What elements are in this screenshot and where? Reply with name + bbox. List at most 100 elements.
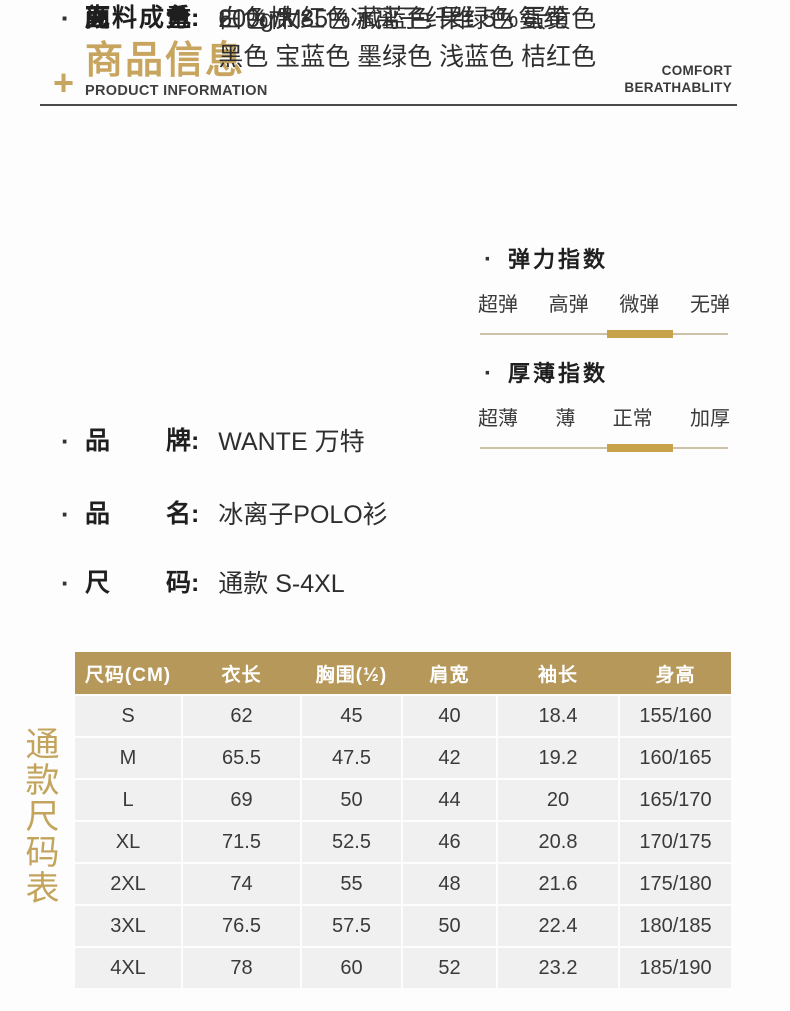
column-header: 胸围(½) bbox=[315, 664, 388, 686]
thickness-index-block: · 厚薄指数 超薄 薄 正常 加厚 bbox=[478, 360, 730, 452]
attribute-value: WANTE 万特 bbox=[218, 428, 365, 456]
size-table-body: S 62 45 40 18.4 155/160 M 65.5 47.5 42 1… bbox=[75, 696, 731, 988]
table-cell: 20.8 bbox=[498, 822, 618, 862]
header-tagline: COMFORT BERATHABLITY bbox=[624, 62, 732, 96]
attribute-row-colors: · 颜色: 白色 大红色 藏蓝色 果绿色 蛋黄色 黑色 宝蓝色 墨绿色 浅蓝色 桔… bbox=[61, 0, 597, 76]
table-cell: 50 bbox=[302, 780, 401, 820]
attribute-colon: : bbox=[191, 4, 200, 32]
attribute-value-line2: 黑色 宝蓝色 墨绿色 浅蓝色 桔红色 bbox=[218, 43, 597, 71]
thickness-option: 加厚 bbox=[689, 408, 730, 430]
elasticity-index-block: · 弹力指数 超弹 高弹 微弹 无弹 bbox=[478, 246, 730, 338]
table-cell: 23.2 bbox=[498, 948, 618, 988]
table-cell: 48 bbox=[403, 864, 496, 904]
table-cell: 46 bbox=[403, 822, 496, 862]
elasticity-option: 超弹 bbox=[478, 294, 518, 316]
attribute-value: 60%棉 35%冰离子纤维 5%氨纶 bbox=[218, 5, 569, 33]
table-cell: 40 bbox=[403, 696, 496, 736]
attribute-label: 面料成分 bbox=[85, 4, 191, 32]
table-cell: 19.2 bbox=[498, 738, 618, 778]
table-cell: 165/170 bbox=[620, 780, 731, 820]
column-header: 肩宽 bbox=[429, 664, 470, 686]
thickness-option: 薄 bbox=[555, 408, 576, 430]
elasticity-option: 无弹 bbox=[689, 294, 730, 316]
attribute-value: 200g/M² bbox=[218, 5, 310, 33]
table-cell: 4XL bbox=[75, 948, 181, 988]
bullet-icon: · bbox=[484, 246, 492, 273]
table-cell: 76.5 bbox=[183, 906, 300, 946]
table-cell: L bbox=[75, 780, 181, 820]
table-cell: 175/180 bbox=[620, 864, 731, 904]
table-cell: 170/175 bbox=[620, 822, 731, 862]
bullet-icon: · bbox=[484, 360, 492, 387]
elasticity-option: 高弹 bbox=[548, 294, 589, 316]
plus-icon: + bbox=[53, 62, 75, 103]
table-cell: S bbox=[75, 696, 181, 736]
size-table-vertical-title: 通款尺码表 bbox=[20, 726, 58, 906]
attribute-colon: : bbox=[191, 569, 200, 597]
tagline-line-1: COMFORT bbox=[661, 63, 732, 78]
table-cell: 74 bbox=[183, 864, 300, 904]
thickness-index-title: 厚薄指数 bbox=[508, 361, 609, 386]
column-header: 衣长 bbox=[221, 664, 262, 686]
bullet-icon: · bbox=[61, 568, 70, 598]
table-cell: 69 bbox=[183, 780, 300, 820]
table-cell: 60 bbox=[302, 948, 401, 988]
table-cell: 78 bbox=[183, 948, 300, 988]
attribute-row-fabric: · 面料成分: 60%棉 35%冰离子纤维 5%氨纶 bbox=[61, 0, 569, 38]
table-cell: 185/190 bbox=[620, 948, 731, 988]
table-cell: 55 bbox=[302, 864, 401, 904]
elasticity-option-selected: 微弹 bbox=[619, 294, 660, 316]
attribute-colon: : bbox=[191, 427, 200, 455]
table-cell: 47.5 bbox=[302, 738, 401, 778]
elasticity-index-title: 弹力指数 bbox=[508, 247, 609, 272]
attribute-label: 尺码 bbox=[85, 569, 191, 597]
table-cell: 45 bbox=[302, 696, 401, 736]
attribute-label: 克重 bbox=[85, 4, 191, 32]
attribute-row-brand: · 品牌: WANTE 万特 bbox=[61, 423, 365, 461]
bullet-icon: · bbox=[61, 3, 70, 33]
table-cell: 62 bbox=[183, 696, 300, 736]
thickness-scale bbox=[478, 444, 730, 452]
table-cell: 50 bbox=[403, 906, 496, 946]
table-cell: 22.4 bbox=[498, 906, 618, 946]
table-cell: 3XL bbox=[75, 906, 181, 946]
column-header: 身高 bbox=[655, 664, 696, 686]
table-cell: 42 bbox=[403, 738, 496, 778]
attribute-row-size-range: · 尺码: 通款 S-4XL bbox=[61, 565, 345, 603]
attribute-label: 颜色 bbox=[85, 4, 191, 32]
bullet-icon: · bbox=[61, 3, 70, 33]
table-cell: 44 bbox=[403, 780, 496, 820]
attribute-value: 通款 S-4XL bbox=[218, 570, 345, 598]
scale-track bbox=[480, 447, 728, 449]
attribute-label: 品名 bbox=[85, 500, 191, 528]
scale-track bbox=[480, 333, 728, 335]
table-cell: 52 bbox=[403, 948, 496, 988]
bullet-icon: · bbox=[61, 499, 70, 529]
table-cell: 155/160 bbox=[620, 696, 731, 736]
attribute-row-product-name: · 品名: 冰离子POLO衫 bbox=[61, 496, 388, 534]
column-header: 袖长 bbox=[537, 664, 578, 686]
attribute-value: 冰离子POLO衫 bbox=[218, 501, 388, 529]
size-table-header-row: 尺码(CM) 衣长 胸围(½) 肩宽 袖长 身高 bbox=[75, 652, 731, 694]
table-cell: XL bbox=[75, 822, 181, 862]
header-divider bbox=[40, 104, 737, 106]
table-cell: 52.5 bbox=[302, 822, 401, 862]
table-cell: 65.5 bbox=[183, 738, 300, 778]
attribute-colon: : bbox=[191, 4, 200, 32]
attribute-value: 白色 大红色 藏蓝色 果绿色 蛋黄色 bbox=[218, 5, 597, 33]
table-cell: 57.5 bbox=[302, 906, 401, 946]
attribute-colon: : bbox=[191, 500, 200, 528]
header-title-block: 商品信息 PRODUCT INFORMATION bbox=[85, 40, 268, 99]
table-cell: 18.4 bbox=[498, 696, 618, 736]
elasticity-scale bbox=[478, 330, 730, 338]
page-subtitle: PRODUCT INFORMATION bbox=[85, 83, 268, 99]
table-cell: 21.6 bbox=[498, 864, 618, 904]
table-cell: 2XL bbox=[75, 864, 181, 904]
tagline-line-2: BERATHABLITY bbox=[624, 80, 732, 95]
table-cell: 160/165 bbox=[620, 738, 731, 778]
bullet-icon: · bbox=[61, 3, 70, 33]
table-cell: M bbox=[75, 738, 181, 778]
column-header: 尺码(CM) bbox=[84, 664, 172, 686]
thickness-option-selected: 正常 bbox=[612, 408, 653, 430]
